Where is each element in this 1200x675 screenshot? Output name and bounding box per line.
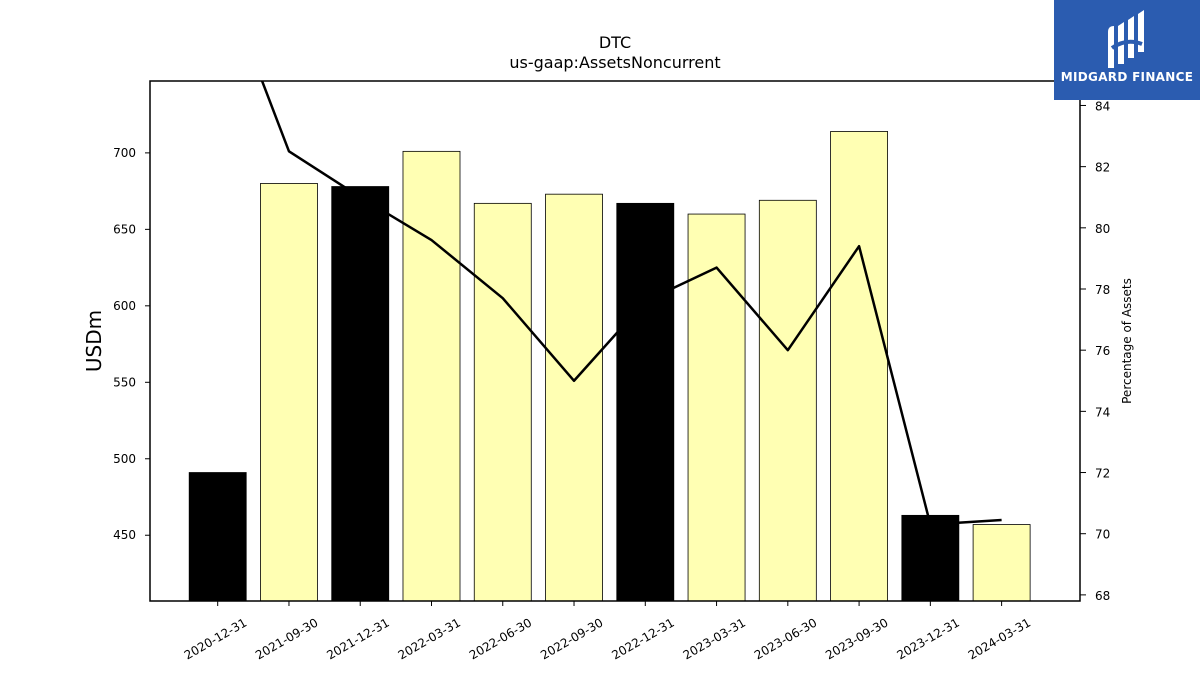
y2-tick-label-68: 68: [1095, 589, 1110, 603]
brand-logo: MIDGARD FINANCE: [1054, 0, 1200, 100]
y-tick-label-550: 550: [113, 375, 136, 389]
x-axis: 2020-12-31 2021-09-30 2021-12-31 2022-03-31…: [182, 601, 1033, 662]
bar-2022-06-30: [473, 202, 532, 602]
bar-2024-03-31: [972, 524, 1031, 602]
bar-series: [188, 131, 1031, 602]
bar-2023-12-31: [901, 514, 960, 602]
plot-frame: [149, 80, 1081, 602]
bar-2022-12-31: [616, 202, 675, 602]
logo-text: MIDGARD FINANCE: [1060, 70, 1194, 84]
chart-subtitle: us-gaap:AssetsNoncurrent: [509, 53, 720, 72]
bar-2021-09-30: [260, 183, 318, 602]
x-tick-label-2023-09-30: 2023-09-30: [823, 615, 890, 662]
y2-tick-label-76: 76: [1095, 344, 1110, 358]
x-tick-label-2020-12-31: 2020-12-31: [182, 615, 249, 662]
bar-2021-12-31: [331, 186, 390, 602]
chart-title: DTC: [599, 33, 631, 52]
y-tick-label-700: 700: [113, 146, 136, 160]
y2-tick-label-78: 78: [1095, 283, 1110, 297]
midgard-logo-icon: [1108, 10, 1144, 68]
bar-2022-03-31: [402, 150, 461, 602]
bar-2023-03-31: [687, 213, 746, 602]
x-tick-label-2022-03-31: 2022-03-31: [396, 615, 463, 662]
y-tick-label-500: 500: [113, 452, 136, 466]
y-axis-left: 450 500 550 600 650 700: [113, 146, 150, 542]
y-tick-label-450: 450: [113, 528, 136, 542]
x-tick-label-2021-09-30: 2021-09-30: [253, 615, 320, 662]
bar-2023-06-30: [758, 199, 817, 602]
y2-tick-label-74: 74: [1095, 405, 1110, 419]
x-tick-label-2023-12-31: 2023-12-31: [894, 615, 961, 662]
x-tick-label-2022-09-30: 2022-09-30: [538, 615, 605, 662]
x-tick-label-2024-03-31: 2024-03-31: [966, 615, 1033, 662]
percentage-line: [260, 81, 1002, 526]
y-axis-label-left: USDm: [82, 310, 106, 372]
y2-tick-label-72: 72: [1095, 467, 1110, 481]
y2-tick-label-80: 80: [1095, 222, 1110, 236]
chart-titles: DTC us-gaap:AssetsNoncurrent: [509, 33, 720, 72]
y2-tick-label-82: 82: [1095, 161, 1110, 175]
x-tick-label-2022-12-31: 2022-12-31: [609, 615, 676, 662]
y-axis-right: 68 70 72 74 76 78 80 82 84: [1080, 99, 1110, 603]
bar-2022-09-30: [545, 193, 603, 602]
y2-tick-label-70: 70: [1095, 528, 1110, 542]
y-tick-label-650: 650: [113, 222, 136, 236]
y2-tick-label-84: 84: [1095, 99, 1110, 113]
x-tick-label-2022-06-30: 2022-06-30: [467, 615, 534, 662]
x-tick-label-2021-12-31: 2021-12-31: [324, 615, 391, 662]
x-tick-label-2023-03-31: 2023-03-31: [681, 615, 748, 662]
bar-2020-12-31: [188, 472, 247, 602]
y-tick-label-600: 600: [113, 299, 136, 313]
bar-2023-09-30: [830, 131, 888, 602]
x-tick-label-2023-06-30: 2023-06-30: [752, 615, 819, 662]
line-series: [260, 81, 1002, 526]
y-axis-label-right: Percentage of Assets: [1120, 278, 1134, 404]
